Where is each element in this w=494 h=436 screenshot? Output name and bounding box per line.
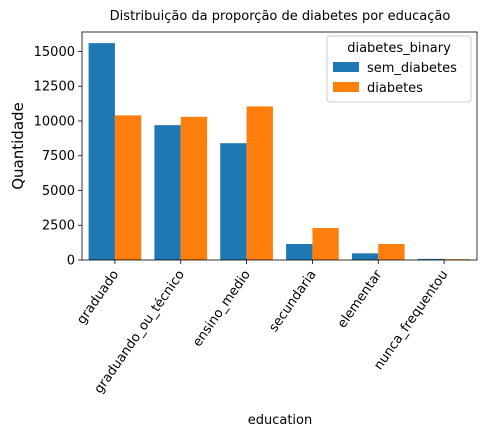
y-tick-label: 15000 — [34, 45, 75, 60]
y-axis-label: Quantidade — [9, 102, 27, 190]
x-tick-label: graduado — [74, 268, 122, 328]
chart-title: Distribuição da proporção de diabetes po… — [110, 9, 451, 24]
bar-sem_diabetes-nunca_frequentou — [417, 258, 445, 260]
y-tick-label: 12500 — [34, 80, 75, 95]
x-tick-label: nunca_frequentou — [371, 268, 451, 373]
bar-sem_diabetes-graduando_ou_técnico — [154, 125, 181, 261]
legend-swatch-sem_diabetes — [333, 62, 359, 72]
bar-diabetes-nunca_frequentou — [444, 259, 471, 260]
bar-diabetes-secundaria — [312, 228, 339, 260]
y-tick-label: 10000 — [34, 114, 75, 129]
legend-box — [326, 35, 472, 103]
legend-swatch-diabetes — [333, 82, 359, 92]
x-tick-label: ensino_medio — [190, 268, 254, 350]
legend: diabetes_binary sem_diabetes diabetes — [326, 35, 472, 103]
bar-diabetes-graduando_ou_técnico — [180, 116, 208, 261]
y-tick-label: 2500 — [42, 219, 75, 234]
bars-group — [88, 43, 471, 261]
bar-diabetes-graduado — [114, 115, 142, 260]
bar-diabetes-elementar — [378, 244, 405, 260]
legend-label-sem_diabetes: sem_diabetes — [367, 61, 457, 76]
plot-frame — [81, 31, 478, 261]
bar-diabetes-ensino_medio — [246, 106, 273, 260]
legend-title: diabetes_binary — [347, 41, 451, 56]
x-tick-label: secundaria — [266, 268, 319, 335]
y-tick-label: 7500 — [42, 149, 75, 164]
bar-sem_diabetes-graduado — [88, 43, 115, 261]
x-axis-label: education — [248, 413, 313, 428]
y-tick-label: 5000 — [42, 184, 75, 199]
y-tick-label: 0 — [67, 254, 75, 269]
x-tick-label: elementar — [335, 267, 386, 331]
legend-label-diabetes: diabetes — [367, 81, 423, 96]
bar-sem_diabetes-elementar — [351, 253, 379, 260]
bar-sem_diabetes-secundaria — [286, 244, 313, 260]
bar-sem_diabetes-ensino_medio — [220, 143, 247, 260]
